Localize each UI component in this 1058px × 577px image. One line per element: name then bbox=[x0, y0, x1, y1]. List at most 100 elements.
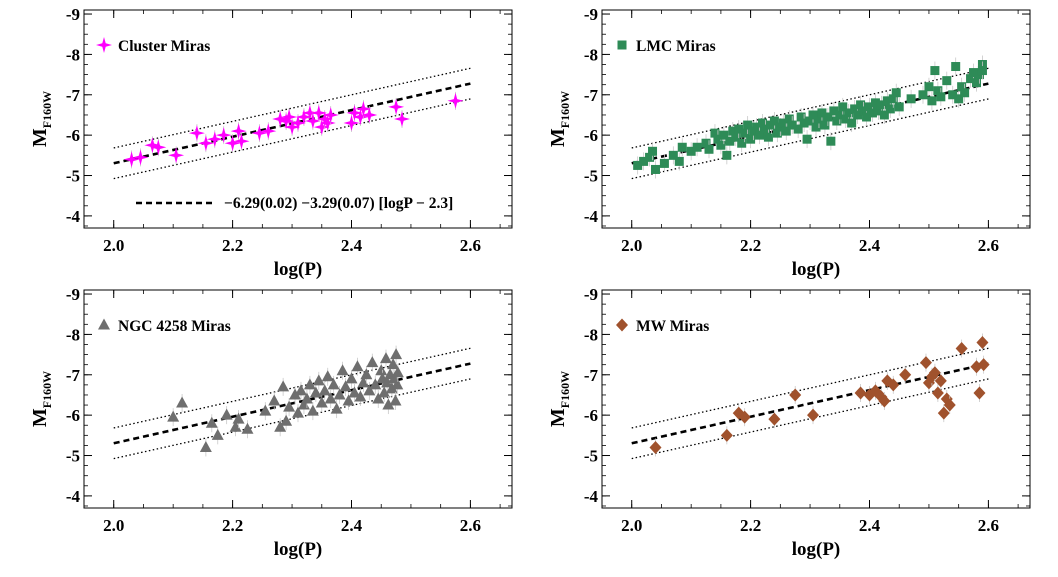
data-point bbox=[206, 131, 223, 148]
data-point bbox=[233, 133, 250, 150]
fit-line bbox=[113, 362, 471, 445]
data-point bbox=[885, 104, 895, 114]
legend-label: NGC 4258 Miras bbox=[118, 318, 231, 335]
data-point bbox=[972, 78, 981, 88]
x-axis-label: log(P) bbox=[274, 259, 323, 280]
data-point bbox=[969, 68, 979, 78]
data-point bbox=[966, 74, 976, 84]
x-tick-label: 2.4 bbox=[341, 236, 363, 255]
data-point bbox=[740, 128, 750, 138]
data-point bbox=[862, 112, 872, 122]
data-point bbox=[375, 364, 388, 376]
y-tick-label: -7 bbox=[584, 86, 599, 105]
plot-frame bbox=[83, 289, 513, 509]
legend-marker bbox=[616, 318, 628, 332]
data-point bbox=[283, 400, 296, 412]
fit-equation-label: −6.29(0.02) −3.29(0.07) [logP − 2.3] bbox=[224, 195, 453, 212]
fit-lower-bound bbox=[113, 98, 471, 180]
data-point bbox=[382, 398, 395, 410]
x-tick-label: 2.4 bbox=[859, 516, 881, 535]
x-tick-label: 2.6 bbox=[460, 516, 481, 535]
y-axis-label-subscript: F160W bbox=[558, 371, 572, 408]
data-point bbox=[942, 76, 952, 86]
data-point bbox=[310, 104, 327, 121]
data-point bbox=[168, 147, 185, 164]
panel-lmc: 2.0 2.2 2.4 2.6 -4 -5 -6 -7 -8 -9 log(P) MF160W LMC … bbox=[547, 5, 1031, 280]
x-tick-label: 2.2 bbox=[222, 236, 243, 255]
x-tick-label: 2.6 bbox=[978, 516, 999, 535]
data-point bbox=[639, 156, 649, 166]
y-tick-label: -8 bbox=[584, 45, 598, 64]
data-point bbox=[132, 149, 149, 166]
plot-frame bbox=[601, 289, 1031, 509]
data-point bbox=[387, 358, 400, 370]
data-point bbox=[977, 358, 990, 372]
data-point bbox=[215, 127, 232, 144]
y-axis-label: MF160W bbox=[547, 91, 572, 147]
data-point bbox=[943, 398, 956, 412]
y-tick-label: -8 bbox=[66, 45, 80, 64]
data-point bbox=[295, 109, 312, 125]
data-point bbox=[366, 356, 379, 368]
data-point bbox=[832, 116, 842, 126]
data-point bbox=[731, 132, 741, 142]
data-point bbox=[924, 82, 934, 92]
data-point bbox=[199, 440, 212, 452]
data-point bbox=[784, 114, 794, 124]
data-point bbox=[277, 380, 290, 392]
data-point bbox=[357, 376, 370, 388]
data-point bbox=[891, 88, 901, 98]
data-point bbox=[645, 152, 655, 162]
x-axis-label: log(P) bbox=[792, 539, 841, 560]
fit-upper-bound bbox=[113, 67, 471, 149]
data-point bbox=[176, 396, 189, 408]
data-point bbox=[259, 404, 272, 416]
y-tick-label: -6 bbox=[584, 126, 598, 145]
data-point bbox=[379, 352, 392, 364]
data-point bbox=[768, 412, 781, 426]
data-point bbox=[805, 116, 815, 126]
data-point bbox=[888, 94, 898, 104]
data-point bbox=[318, 384, 331, 396]
data-point bbox=[294, 384, 307, 396]
data-point bbox=[389, 394, 402, 406]
fit-lower-bound bbox=[113, 378, 471, 460]
data-point bbox=[973, 386, 986, 400]
panel-mw: 2.0 2.2 2.4 2.6 -4 -5 -6 -7 -8 -9 log(P) MF160W MW M… bbox=[547, 285, 1031, 560]
data-point bbox=[796, 112, 806, 122]
y-tick-label: -7 bbox=[66, 366, 81, 385]
x-tick-label: 2.2 bbox=[740, 236, 761, 255]
data-point bbox=[814, 114, 824, 124]
data-point bbox=[333, 388, 346, 400]
y-tick-label: -4 bbox=[584, 207, 599, 226]
data-point bbox=[300, 392, 313, 404]
data-point bbox=[674, 156, 684, 166]
data-point bbox=[701, 138, 711, 148]
data-point bbox=[808, 110, 818, 120]
data-point bbox=[789, 388, 802, 402]
y-tick-label: -4 bbox=[584, 487, 599, 506]
data-point bbox=[230, 123, 247, 140]
y-tick-label: -4 bbox=[66, 207, 81, 226]
data-point bbox=[385, 382, 398, 394]
y-axis-label-main: M bbox=[547, 408, 569, 427]
data-point bbox=[937, 406, 950, 420]
x-tick-label: 2.6 bbox=[978, 236, 999, 255]
data-point bbox=[167, 410, 180, 422]
x-tick-label: 2.0 bbox=[103, 516, 124, 535]
y-tick-label: -4 bbox=[66, 487, 81, 506]
data-point bbox=[686, 146, 696, 156]
x-tick-label: 2.0 bbox=[103, 236, 124, 255]
data-point bbox=[713, 134, 723, 144]
data-point bbox=[710, 128, 720, 138]
data-point bbox=[876, 100, 886, 110]
data-point bbox=[799, 118, 809, 128]
y-axis-label-main: M bbox=[547, 128, 569, 147]
data-point bbox=[394, 111, 410, 127]
data-point bbox=[343, 115, 360, 131]
data-point bbox=[760, 124, 770, 134]
data-point bbox=[867, 108, 877, 118]
data-point bbox=[746, 134, 756, 144]
data-point bbox=[321, 370, 334, 382]
plot-frame bbox=[601, 9, 1031, 229]
